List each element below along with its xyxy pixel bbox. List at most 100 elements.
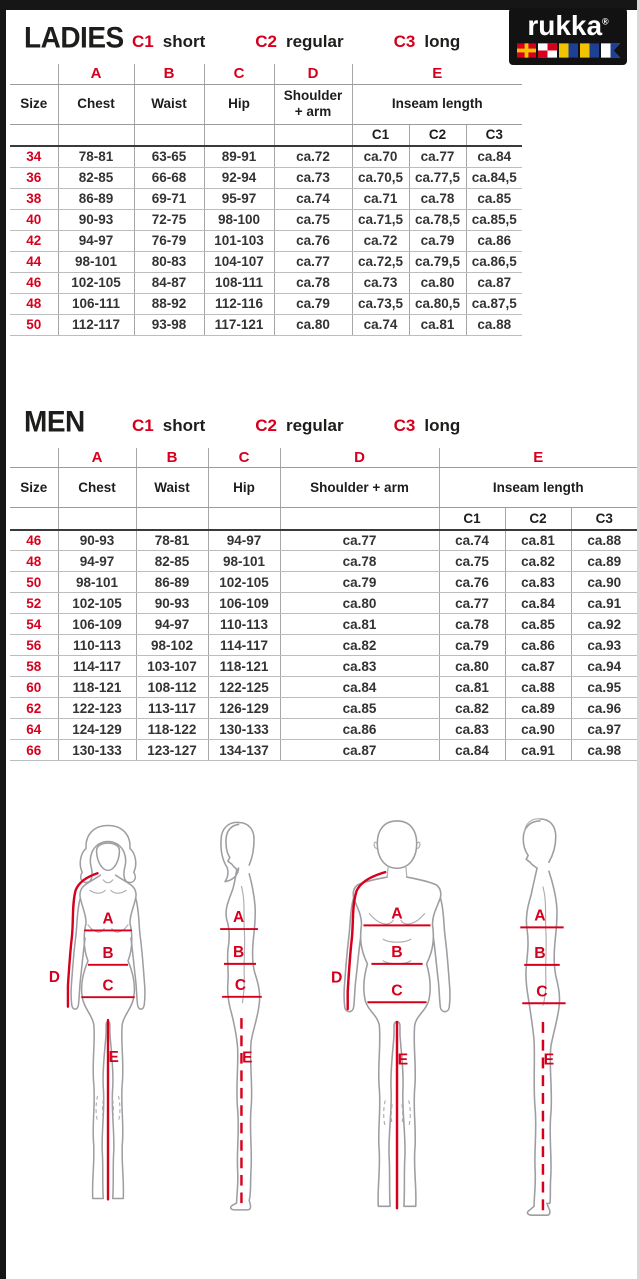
chest-cell: 90-93 (58, 529, 137, 551)
c3-cell: ca.85,5 (466, 209, 523, 231)
hip-cell: 104-107 (204, 251, 275, 273)
c3-cell: ca.97 (571, 718, 638, 740)
hair-outline (220, 821, 240, 883)
size-cell: 40 (10, 209, 59, 231)
size-cell: 46 (10, 272, 59, 294)
top-frame-bar (0, 0, 640, 10)
head-back-outline (539, 818, 557, 864)
empty-cell (58, 507, 137, 531)
inseam-subheaders-row: C1 C2 C3 (10, 124, 523, 147)
table-row: 52 102-105 90-93 106-109 ca.80 ca.77 ca.84 ca.9… (10, 592, 638, 614)
shoulder-cell: ca.78 (280, 550, 440, 572)
letter-e: E (439, 447, 638, 468)
inseam-header: Inseam length (439, 467, 638, 508)
c2-cell: ca.81 (505, 529, 572, 551)
label-c: C (235, 977, 246, 994)
label-d: D (49, 969, 60, 986)
c1-cell: ca.79 (439, 634, 506, 656)
label-c: C (391, 982, 402, 999)
c3-cell: ca.90 (571, 571, 638, 593)
legend-label: short (162, 32, 206, 51)
legend-item: C1 short (132, 32, 205, 52)
table-row: 60 118-121 108-112 122-125 ca.84 ca.81 ca.88 ca… (10, 676, 638, 698)
shoulder-arm-header: Shoulder + arm (280, 467, 440, 508)
c3-cell: ca.84 (466, 146, 523, 168)
c3-cell: ca.94 (571, 655, 638, 677)
table-row: 48 106-111 88-92 112-116 ca.79 ca.73,5 ca.80,5… (10, 293, 523, 315)
c1-cell: ca.80 (439, 655, 506, 677)
c2-cell: ca.87 (505, 655, 572, 677)
body-front-outline (525, 867, 551, 1216)
shoulder-cell: ca.73 (274, 167, 353, 189)
body-front-outline (225, 869, 252, 1211)
waist-cell: 82-85 (136, 550, 209, 572)
label-b: B (534, 945, 545, 962)
letter-c: C (204, 64, 275, 85)
empty-cell (10, 507, 59, 531)
table-row: 56 110-113 98-102 114-117 ca.82 ca.79 ca.86 ca.… (10, 634, 638, 656)
waist-cell: 88-92 (134, 293, 205, 315)
hair-outline (79, 824, 137, 884)
letter-b: B (136, 447, 209, 468)
signal-flag-k-icon (579, 43, 599, 58)
head-detail (373, 841, 421, 878)
column-letters-row: A B C D E (10, 64, 523, 85)
c2-cell: ca.77,5 (409, 167, 467, 189)
hip-cell: 94-97 (208, 529, 281, 551)
size-header: Size (10, 84, 59, 125)
label-e: E (398, 1051, 409, 1068)
c3-cell: ca.89 (571, 550, 638, 572)
legend-item: C2 regular (255, 416, 343, 436)
registered-mark: ® (602, 16, 609, 27)
chest-cell: 114-117 (58, 655, 137, 677)
size-cell: 36 (10, 167, 59, 189)
table-row: 42 94-97 76-79 101-103 ca.76 ca.72 ca.79 ca.86 (10, 230, 523, 252)
c2-cell: ca.79 (409, 230, 467, 252)
waist-cell: 78-81 (136, 529, 209, 551)
torso-detail (368, 912, 426, 965)
body-back-outline (248, 873, 261, 1201)
legend-code: C1 (132, 415, 154, 435)
men-title: MEN (24, 404, 85, 438)
size-cell: 48 (10, 293, 59, 315)
size-cell: 50 (10, 314, 59, 336)
signal-flags (515, 43, 621, 58)
label-e: E (109, 1049, 119, 1066)
waist-cell: 80-83 (134, 251, 205, 273)
shoulder-cell: ca.75 (274, 209, 353, 231)
shoulder-cell: ca.82 (280, 634, 440, 656)
label-a: A (391, 906, 402, 923)
c3-cell: ca.91 (571, 592, 638, 614)
measure-line-d (66, 872, 99, 1008)
shoulder-cell: ca.74 (274, 188, 353, 210)
c1-cell: ca.83 (439, 718, 506, 740)
table-row: 48 94-97 82-85 98-101 ca.78 ca.75 ca.82 ca.89 (10, 550, 638, 572)
hip-cell: 95-97 (204, 188, 275, 210)
table-row: 50 112-117 93-98 117-121 ca.80 ca.74 ca.81 ca.8… (10, 314, 523, 336)
waist-header: Waist (134, 84, 205, 125)
right-frame-edge (637, 0, 640, 1279)
chest-cell: 118-121 (58, 676, 137, 698)
size-cell: 48 (10, 550, 59, 572)
signal-flag-a-icon (600, 43, 620, 58)
size-cell: 38 (10, 188, 59, 210)
shoulder-cell: ca.77 (280, 529, 440, 551)
c2-cell: ca.81 (409, 314, 467, 336)
shoulder-cell: ca.83 (280, 655, 440, 677)
c2-cell: ca.79,5 (409, 251, 467, 273)
table-row: 36 82-85 66-68 92-94 ca.73 ca.70,5 ca.77,5 ca.8… (10, 167, 523, 189)
label-b: B (233, 944, 244, 961)
hip-cell: 122-125 (208, 676, 281, 698)
c3-cell: ca.86 (466, 230, 523, 252)
head-outline (376, 820, 418, 870)
waist-cell: 108-112 (136, 676, 209, 698)
waist-cell: 94-97 (136, 613, 209, 635)
waist-cell: 66-68 (134, 167, 205, 189)
c2-cell: ca.85 (505, 613, 572, 635)
c2-cell: ca.83 (505, 571, 572, 593)
c3-cell: ca.85 (466, 188, 523, 210)
waist-cell: 84-87 (134, 272, 205, 294)
size-cell: 64 (10, 718, 59, 740)
empty-cell (10, 124, 59, 147)
letter-d: D (280, 447, 440, 468)
